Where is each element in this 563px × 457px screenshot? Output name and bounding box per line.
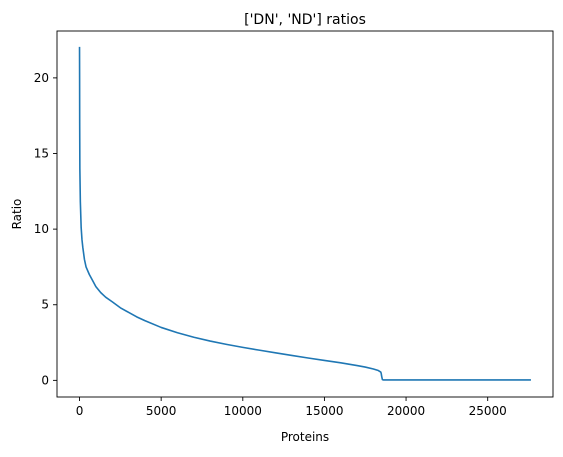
x-tick-label: 5000 [146,404,177,418]
y-axis-ticks: 0 5 10 15 20 [34,71,57,387]
y-tick-label: 0 [41,373,49,387]
y-tick-label: 20 [34,71,49,85]
series-line [78,46,531,381]
chart-title: ['DN', 'ND'] ratios [244,12,366,28]
x-tick-label: 15000 [305,404,343,418]
plot-frame [56,30,554,398]
x-tick-label: 20000 [387,404,425,418]
x-axis-ticks: 0 5000 10000 15000 20000 25000 [76,397,507,418]
y-tick-label: 10 [34,222,49,236]
plot-area [57,31,553,397]
x-tick-label: 25000 [469,404,507,418]
x-tick-label: 10000 [224,404,262,418]
x-tick-label: 0 [76,404,84,418]
y-tick-label: 5 [41,298,49,312]
y-tick-label: 15 [34,147,49,161]
x-axis-label: Proteins [281,430,329,444]
y-axis-label: Ratio [10,199,24,230]
